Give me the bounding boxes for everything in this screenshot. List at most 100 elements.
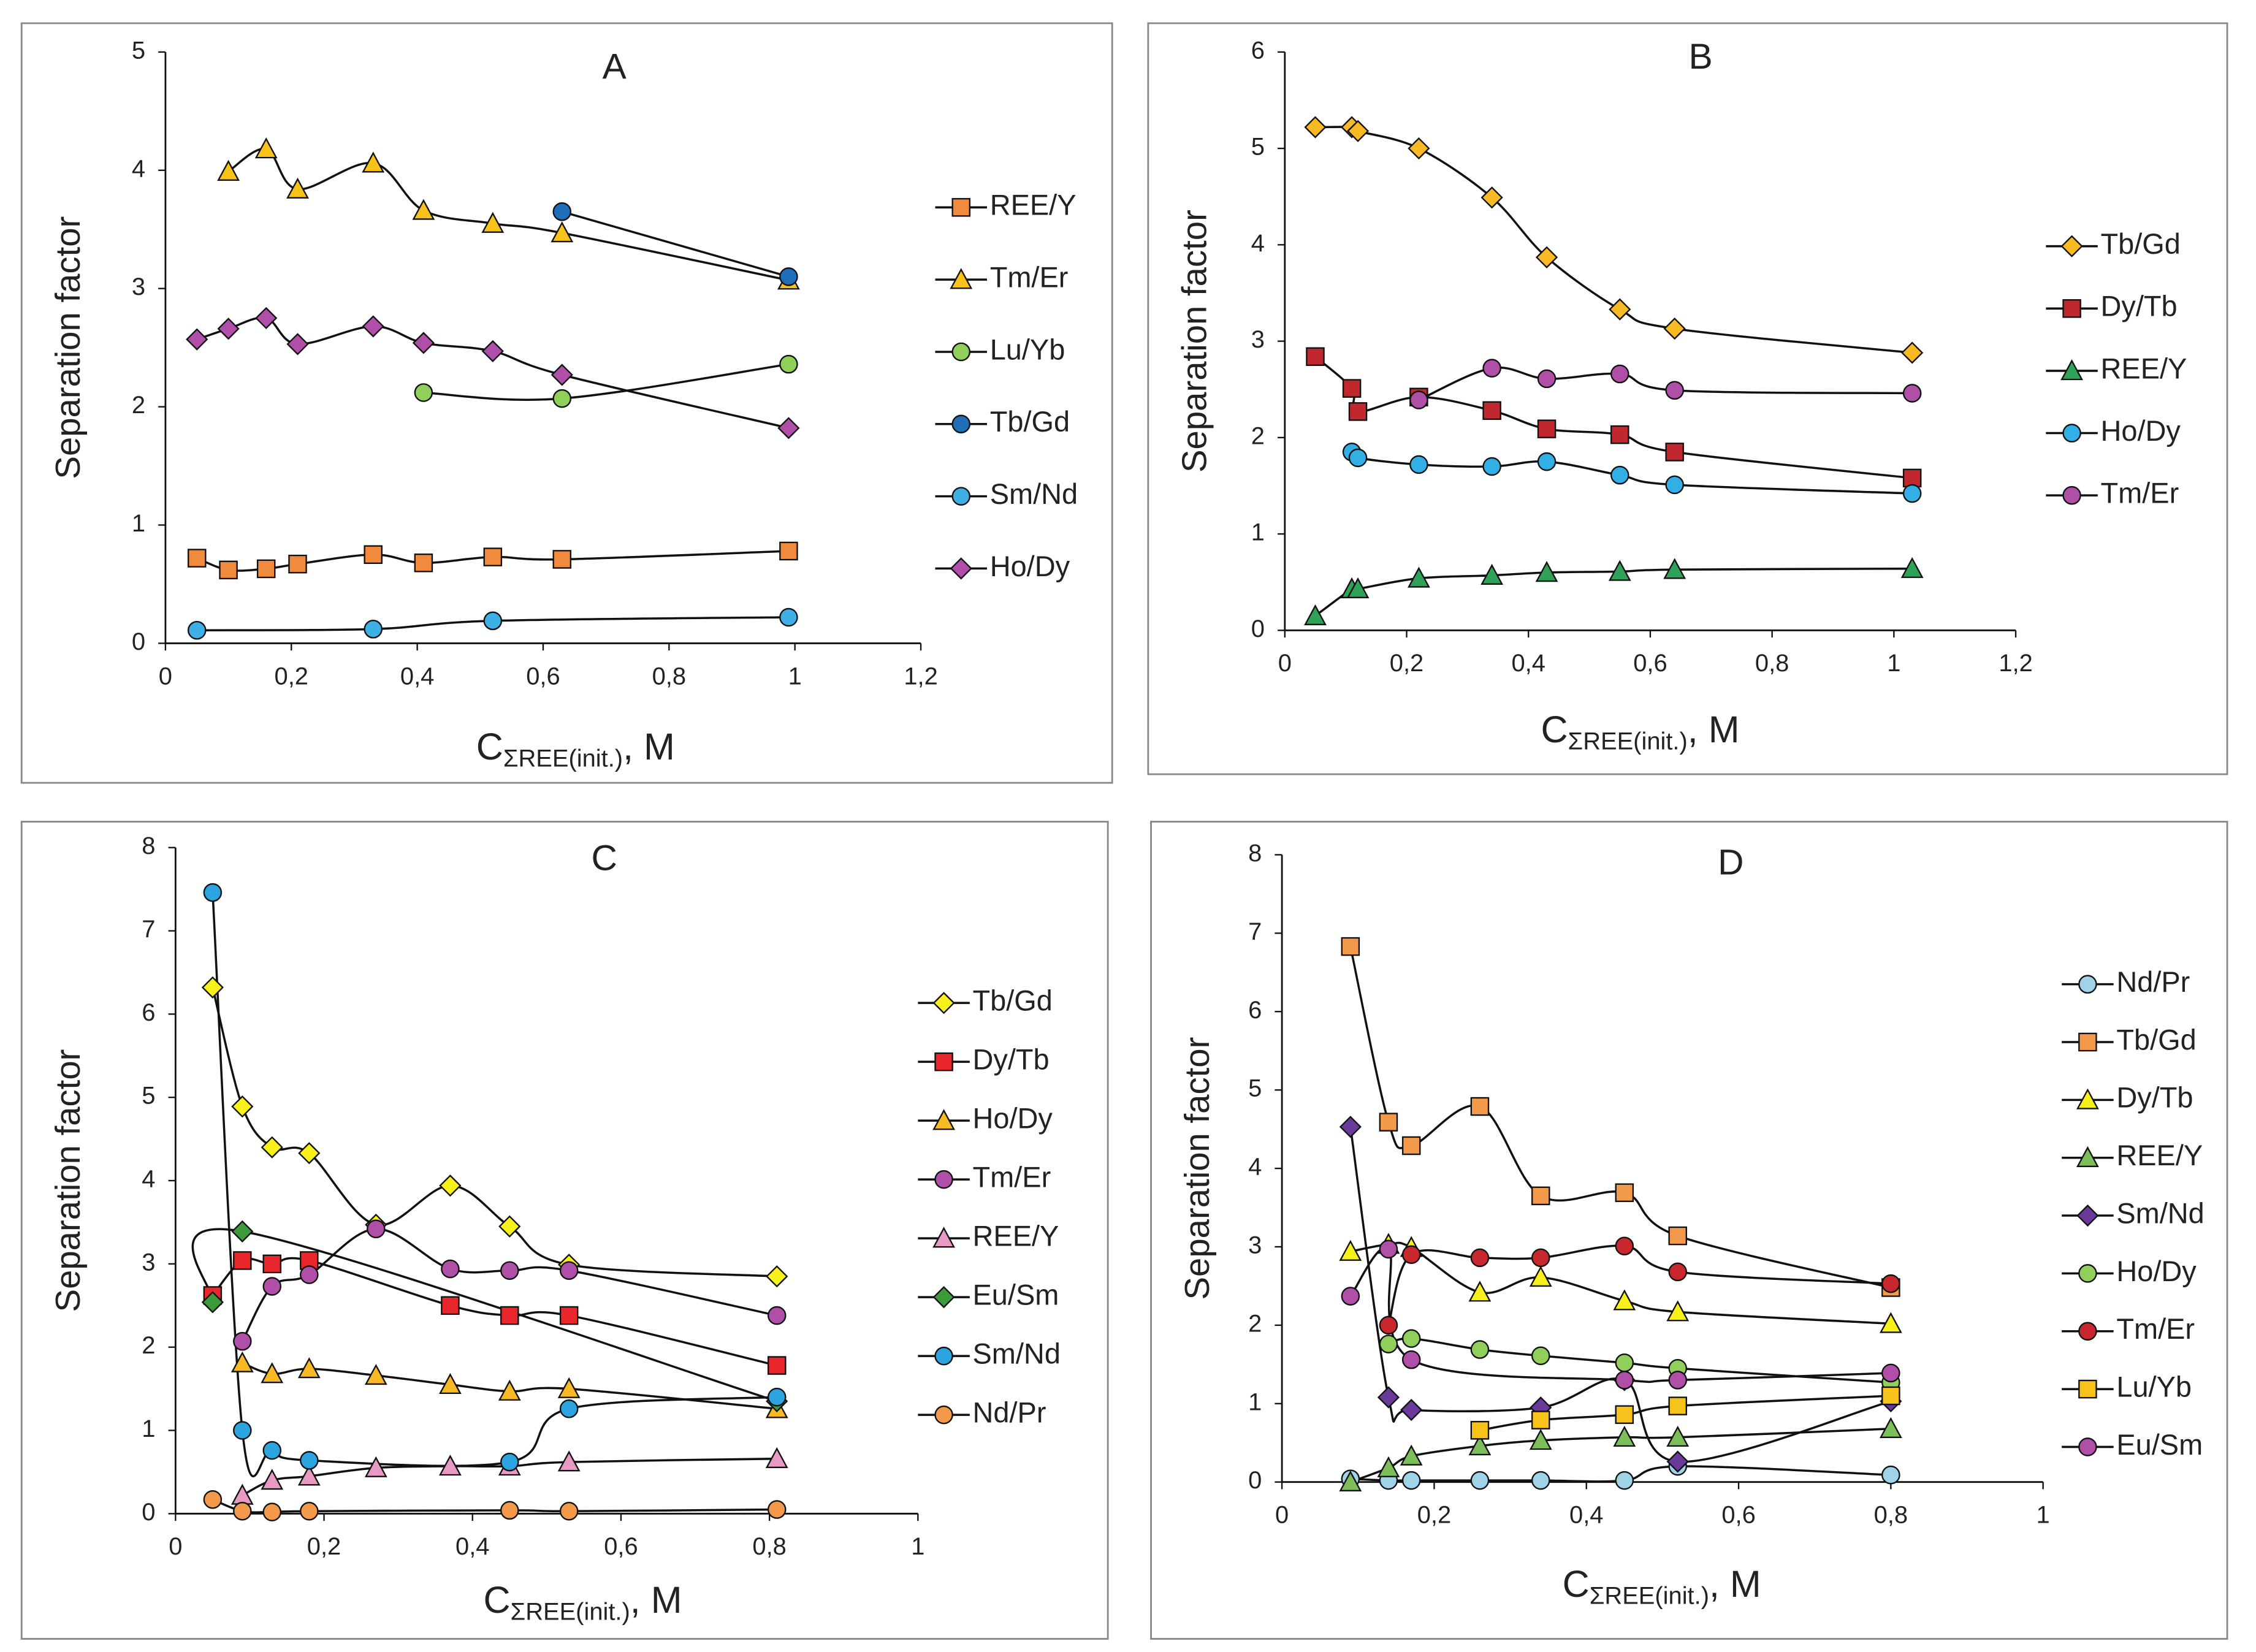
- marker-circle: [1881, 1363, 1900, 1383]
- marker-diamond: [498, 1215, 521, 1238]
- marker-circle: [1341, 1287, 1360, 1306]
- marker-diamond: [1901, 341, 1924, 364]
- marker-triangle: [932, 1109, 955, 1130]
- legend-label: Tb/Gd: [2116, 1024, 2196, 1056]
- marker-diamond: [1339, 1116, 1362, 1138]
- x-axis-label-sub: ΣREE(init.): [1568, 728, 1688, 755]
- marker-diamond: [1346, 120, 1370, 142]
- marker-square: [951, 198, 971, 217]
- marker-diamond: [362, 315, 384, 338]
- x-tick-label: 1: [1887, 650, 1900, 677]
- y-tick-label: 1: [1251, 519, 1265, 546]
- legend-label: Tm/Er: [990, 262, 1069, 294]
- marker-circle: [203, 883, 223, 902]
- marker-triangle: [1879, 1417, 1902, 1438]
- marker-circle: [1610, 364, 1629, 384]
- marker-square: [1668, 1396, 1687, 1415]
- marker-triangle: [297, 1464, 321, 1486]
- x-axis-label: CΣREE(init.), M: [476, 726, 675, 772]
- marker-circle: [233, 1421, 252, 1440]
- y-tick-label: 2: [132, 392, 145, 419]
- marker-circle: [262, 1441, 282, 1460]
- x-tick-label: 0,6: [526, 663, 560, 690]
- marker-square: [262, 1254, 282, 1274]
- marker-triangle: [261, 1362, 284, 1384]
- marker-circle: [1665, 475, 1684, 495]
- legend-label: Dy/Tb: [2101, 291, 2178, 322]
- marker-square: [1470, 1421, 1490, 1440]
- marker-triangle: [765, 1447, 788, 1468]
- marker-circle: [1668, 1262, 1687, 1282]
- y-axis-label: Separation factor: [1175, 210, 1214, 473]
- panel-title: A: [603, 47, 627, 87]
- marker-triangle: [1408, 566, 1430, 588]
- marker-circle: [441, 1259, 460, 1279]
- marker-triangle: [1480, 563, 1504, 585]
- marker-circle: [500, 1261, 519, 1280]
- marker-circle: [1348, 448, 1368, 468]
- marker-square: [1348, 402, 1368, 421]
- series-line: [562, 210, 789, 278]
- marker-triangle: [1529, 1429, 1552, 1450]
- marker-triangle: [1535, 561, 1558, 582]
- marker-square: [256, 559, 276, 579]
- marker-circle: [1401, 1471, 1421, 1490]
- marker-triangle: [1339, 1239, 1362, 1261]
- y-tick-label: 6: [1248, 997, 1262, 1024]
- marker-diamond: [186, 328, 208, 351]
- marker-diamond: [932, 992, 955, 1014]
- y-tick-label: 5: [1251, 134, 1265, 161]
- series-line: [196, 316, 789, 430]
- marker-square: [767, 1356, 787, 1375]
- marker-triangle: [2076, 1146, 2099, 1167]
- series-line: [1349, 946, 1891, 1289]
- x-tick-label: 0,8: [1874, 1502, 1908, 1529]
- marker-diamond: [231, 1220, 254, 1243]
- series-line: [1315, 126, 1913, 354]
- marker-triangle: [286, 177, 309, 199]
- marker-square: [1615, 1405, 1634, 1424]
- marker-triangle: [1468, 1434, 1492, 1456]
- marker-circle: [1401, 1350, 1421, 1369]
- y-axis-label: Separation factor: [48, 1049, 87, 1312]
- marker-circle: [1379, 1334, 1398, 1353]
- marker-triangle: [1377, 1456, 1400, 1477]
- marker-circle: [767, 1500, 787, 1519]
- marker-circle: [1401, 1329, 1421, 1348]
- marker-circle: [1615, 1471, 1634, 1490]
- panel-frame: [1147, 22, 2228, 775]
- marker-triangle: [2060, 359, 2083, 381]
- marker-circle: [1401, 1245, 1421, 1265]
- marker-circle: [2062, 485, 2081, 505]
- marker-triangle: [261, 1469, 284, 1490]
- y-tick-label: 2: [142, 1332, 155, 1359]
- x-tick-label: 0: [1278, 650, 1292, 677]
- marker-triangle: [1608, 560, 1631, 581]
- x-axis-label: CΣREE(init.), M: [1541, 709, 1739, 755]
- marker-circle: [414, 383, 433, 402]
- legend-label: Tb/Gd: [990, 406, 1070, 438]
- marker-circle: [1537, 369, 1557, 389]
- x-tick-label: 0,2: [1390, 650, 1423, 677]
- y-tick-label: 2: [1251, 422, 1265, 449]
- y-tick-label: 5: [132, 37, 145, 64]
- marker-circle: [262, 1502, 282, 1521]
- marker-circle: [1531, 1248, 1550, 1268]
- marker-circle: [262, 1277, 282, 1296]
- marker-triangle: [2076, 1088, 2099, 1110]
- marker-circle: [500, 1452, 519, 1472]
- marker-circle: [951, 342, 971, 362]
- y-tick-label: 3: [142, 1249, 155, 1276]
- marker-triangle: [217, 159, 240, 181]
- marker-square: [500, 1306, 519, 1325]
- marker-circle: [779, 607, 798, 627]
- marker-triangle: [1900, 557, 1924, 578]
- marker-triangle: [481, 211, 505, 233]
- x-tick-label: 1: [2037, 1502, 2050, 1529]
- marker-circle: [552, 202, 572, 221]
- marker-circle: [1610, 465, 1629, 485]
- marker-diamond: [255, 306, 278, 330]
- marker-square: [2078, 1032, 2097, 1052]
